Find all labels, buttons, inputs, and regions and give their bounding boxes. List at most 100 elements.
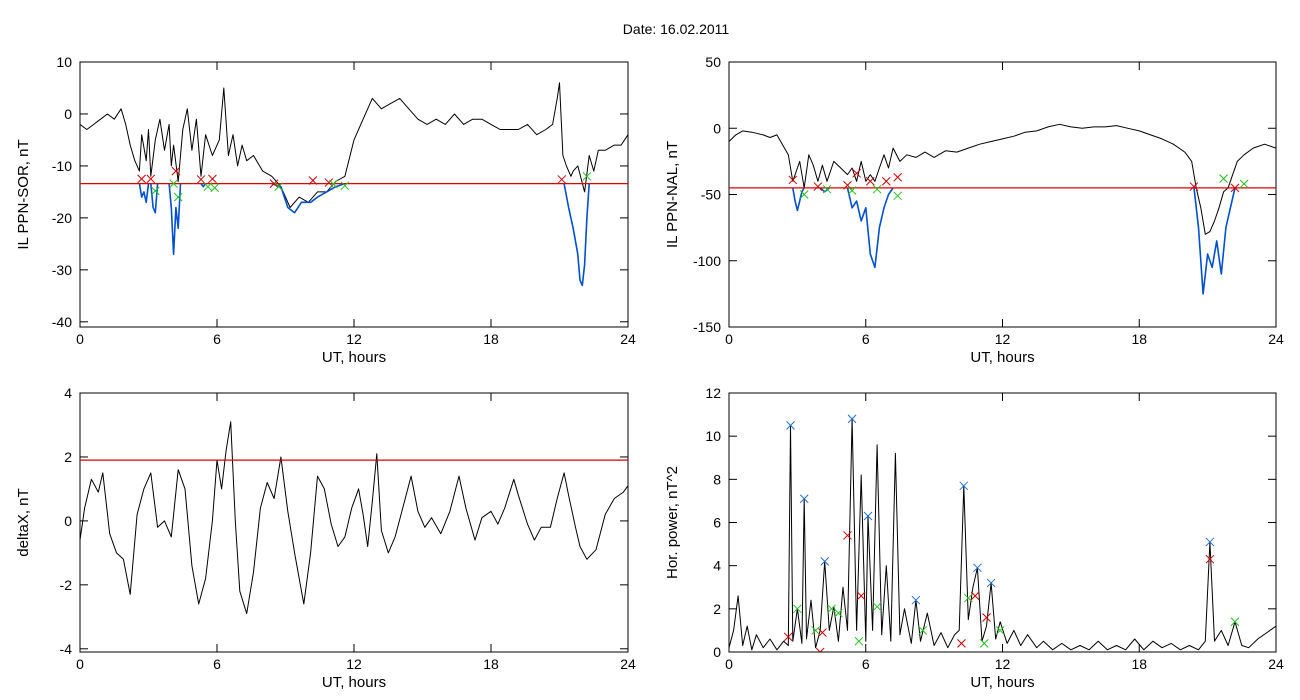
y-tick-label: -100 [693,253,721,269]
x-marker-stroke [150,186,160,196]
x-marker [329,179,338,189]
x-marker [843,531,852,540]
x-marker-stroke [557,175,567,184]
y-tick-label: 0 [713,644,721,660]
x-marker-stroke [963,593,973,603]
y-axis-label: Hor. power, nT^2 [664,466,681,579]
y-tick-label: 6 [713,515,721,531]
x-marker-stroke [582,171,592,181]
x-marker-stroke [843,531,852,540]
x-marker-stroke [893,172,903,182]
x-marker-stroke [854,636,864,646]
x-marker [970,591,980,601]
y-tick-label: 10 [56,54,72,70]
x-marker-stroke [819,647,825,652]
x-marker [863,511,873,521]
below-threshold-segment [138,183,150,204]
x-marker [979,639,989,648]
plot-area [80,421,628,615]
x-tick-label: 24 [620,656,636,672]
x-marker [854,636,864,646]
x-marker-stroke [793,604,802,614]
plot-area [729,123,1276,295]
x-marker [1230,183,1240,193]
x-marker-stroke [813,182,823,191]
x-tick-label: 12 [346,656,362,672]
x-marker [793,604,802,614]
x-marker-stroke [1230,617,1240,627]
x-marker [1205,537,1215,547]
x-marker-stroke [847,414,857,424]
x-marker [959,481,969,491]
x-marker [137,174,147,184]
y-axis-label: IL PPN-SOR, nT [15,139,32,249]
x-marker [827,604,836,614]
y-tick-label: -150 [693,319,721,335]
x-marker [783,632,793,642]
x-marker-stroke [815,647,821,652]
series-line [729,418,1276,651]
x-marker-stroke [881,176,891,186]
below-threshold-segment [792,187,805,212]
x-marker [1189,182,1199,191]
x-marker [171,166,181,176]
x-marker-stroke [788,175,798,185]
y-tick-label: 0 [64,513,72,529]
y-tick-label: -30 [52,262,72,278]
x-marker [834,608,843,618]
x-marker [146,174,156,184]
x-marker-stroke [865,176,875,186]
x-marker-stroke [970,591,980,601]
x-marker-stroke [957,639,966,648]
x-marker [811,626,820,635]
y-tick-label: -20 [52,210,72,226]
below-threshold-segment [168,183,182,256]
chart-panel-2: 0 6 12 18 24 50 0 -50 -100 -150 UT, hours IL PPN-NA… [664,54,1284,366]
chart-panel-4: 0 6 12 18 24 12 10 8 6 4 2 0 UT, hours Hor. power, nT… [664,385,1284,691]
x-marker [973,563,982,573]
y-tick-label: 4 [64,385,72,401]
below-threshold-segment [563,183,590,287]
x-marker [893,172,903,182]
x-marker [173,192,183,202]
x-marker-stroke [1230,183,1240,193]
x-marker [169,179,178,188]
x-tick-label: 0 [725,656,733,672]
x-marker-stroke [783,632,793,642]
x-marker-stroke [196,175,206,184]
x-marker [1219,174,1228,183]
series-line [729,123,1276,235]
x-marker [911,595,921,605]
below-threshold-segment [846,187,894,269]
x-marker-stroke [324,178,334,187]
x-marker-stroke [171,166,181,176]
x-marker-stroke [918,626,928,635]
below-threshold-segment [271,182,346,214]
y-tick-label: -10 [52,158,72,174]
x-marker [582,171,592,181]
x-marker-stroke [818,628,827,637]
x-marker-stroke [137,174,147,184]
plot-area [729,414,1276,652]
x-marker-stroke [1189,182,1199,191]
x-tick-label: 12 [995,331,1011,347]
x-axis-label: UT, hours [970,674,1034,691]
x-marker-stroke [169,179,178,188]
x-tick-label: 6 [862,331,870,347]
x-marker-stroke [979,639,989,648]
x-marker-stroke [986,578,996,588]
x-marker-stroke [799,494,809,504]
x-marker-stroke [210,183,220,193]
x-marker [799,494,809,504]
y-tick-label: -40 [52,314,72,330]
x-tick-label: 24 [620,331,636,347]
plot-frame [728,392,1277,653]
x-tick-label: 18 [1131,656,1147,672]
x-marker [208,174,217,184]
x-marker-stroke [329,179,338,189]
below-threshold-segment [200,183,207,188]
x-tick-label: 24 [1268,331,1284,347]
x-marker [818,628,827,637]
figure-title: Date: 16.02.2011 [623,21,730,37]
x-tick-label: 12 [346,331,362,347]
